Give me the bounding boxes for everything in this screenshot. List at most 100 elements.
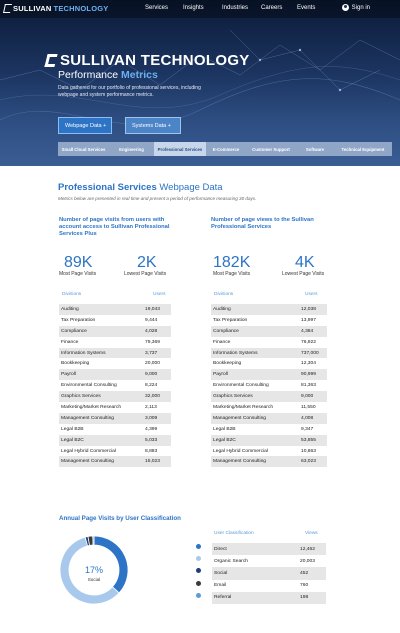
left-division-row-value: 20,000 [145, 361, 160, 367]
annual-classification-row-name: Email [214, 583, 227, 589]
left-division-row-name: Payroll [61, 372, 76, 378]
right-division-row: Bookkeeping 12,304 [211, 358, 327, 370]
annual-col-classification-header: User Classification [214, 531, 254, 536]
right-division-row-value: 13,997 [301, 317, 316, 323]
section-title: Professional Services Webpage Data [58, 182, 223, 193]
annual-classification-row: Social 452 [212, 567, 326, 580]
left-division-row-name: Environmental Consulting [61, 383, 117, 389]
left-column-heading: Number of page visits from users with ac… [59, 217, 170, 237]
right-division-row: Information Systems 737,000 [211, 347, 327, 359]
tab-engineering[interactable]: Engineering [119, 146, 144, 152]
right-division-row-value: 76,922 [301, 339, 316, 345]
left-division-row: Management Consulting 15,023 [59, 456, 171, 468]
left-division-row: Bookkeeping 20,000 [59, 358, 171, 370]
right-most-visits-value: 182K [213, 254, 251, 271]
annual-classification-row-value: 12,462 [300, 546, 315, 552]
donut-slice-referral [92, 535, 95, 546]
left-division-row-name: Compliance [61, 328, 87, 334]
legend-dot-icon [196, 580, 201, 586]
annual-classification-row: Direct 12,462 [212, 543, 326, 556]
systems-data-button[interactable]: Systems Data + [125, 117, 181, 134]
right-division-row-value: 11,550 [301, 404, 316, 410]
right-division-row-name: Compliance [213, 328, 239, 334]
right-division-row-name: Information Systems [213, 350, 258, 356]
nav-logo-text-a: SULLIVAN [13, 4, 52, 13]
right-division-row: Payroll 90,999 [211, 369, 327, 381]
left-division-row-value: 8,883 [145, 448, 158, 454]
legend-dot-icon [196, 592, 201, 598]
brand-logo: SULLIVAN TECHNOLOGY [44, 52, 250, 69]
left-division-row-name: Information Systems [61, 350, 106, 356]
sign-in-label: Sign in [351, 4, 370, 11]
right-division-row-value: 4,008 [301, 415, 314, 421]
right-division-row-name: Legal B2C [213, 437, 236, 443]
right-division-row: Legal Hybrid Commercial 10,863 [211, 445, 327, 457]
annual-classification-row-name: Referral [214, 595, 232, 601]
annual-donut-chart [59, 535, 129, 605]
right-column-heading: Number of page views to the Sullivan Pro… [211, 217, 314, 230]
right-division-row-name: Payroll [213, 372, 228, 378]
right-division-row: Auditing 12,038 [211, 304, 327, 315]
annual-classification-row-value: 452 [300, 570, 309, 576]
right-division-row: Finance 76,922 [211, 336, 327, 348]
annual-classification-row-value: 198 [300, 595, 309, 601]
nav-link-industries[interactable]: Industries [222, 5, 249, 11]
right-division-row-value: 53,855 [301, 437, 316, 443]
legend-dot-icon [196, 544, 201, 549]
left-division-row-name: Legal B2C [61, 437, 84, 443]
tab-technical-equipment[interactable]: Technical Equipment [341, 146, 385, 152]
right-division-row-name: Tax Preparation [213, 317, 248, 323]
right-division-row-value: 12,038 [301, 306, 316, 312]
annual-classification-row-name: Social [214, 570, 228, 576]
left-division-row: Information Systems 3,737 [59, 347, 171, 359]
annual-classification-row-name: Organic Search [214, 558, 248, 564]
left-division-row: Marketing/Market Research 2,113 [59, 402, 171, 413]
page-title-b: Metrics [121, 69, 158, 81]
webpage-data-button[interactable]: Webpage Data + [58, 117, 112, 134]
right-division-row: Legal B2C 53,855 [211, 434, 327, 446]
page-title: Performance Metrics [58, 69, 158, 81]
page-title-a: Performance [58, 69, 119, 81]
right-division-row: Environmental Consulting 81,363 [211, 380, 327, 392]
nav-link-services[interactable]: Services [145, 5, 169, 11]
nav-link-events[interactable]: Events [297, 5, 316, 11]
left-division-row-name: Legal Hybrid Commercial [61, 448, 116, 454]
tab-professional-services[interactable]: Professional Services [154, 142, 206, 156]
right-col-divisions-header: Divisions [214, 292, 234, 297]
right-division-row-value: 4,384 [301, 328, 314, 334]
left-division-row-value: 32,000 [145, 394, 160, 400]
annual-classification-row-value: 760 [300, 583, 309, 589]
right-division-row-name: Auditing [213, 306, 231, 312]
nav-link-careers[interactable]: Careers [261, 5, 283, 11]
left-most-visits-value: 89K [64, 254, 93, 271]
tab-customer-support[interactable]: Customer Support [252, 146, 290, 152]
section-subtitle: Metrics below are presented in real time… [58, 196, 257, 201]
left-division-row-name: Graphics Services [61, 394, 101, 400]
nav-logo[interactable]: SULLIVAN TECHNOLOGY [3, 4, 108, 13]
right-division-table: Auditing 12,038 Tax Preparation 13,997 Compl… [211, 304, 327, 468]
left-division-row-name: Tax Preparation [61, 317, 96, 323]
sign-in-button[interactable]: Sign in [341, 4, 370, 11]
right-division-row-name: Bookkeeping [213, 361, 242, 367]
donut-center-percent: 17% [84, 565, 103, 575]
left-col-divisions-header: Divisions [62, 292, 82, 297]
user-icon [341, 4, 349, 11]
right-division-row-name: Marketing/Market Research [213, 404, 274, 410]
annual-classification-row-value: 20,003 [300, 558, 315, 564]
left-division-row: Legal B2C 5,033 [59, 434, 171, 446]
tab-e-commerce[interactable]: E-Commerce [212, 146, 240, 152]
right-division-row-name: Environmental Consulting [213, 383, 269, 389]
tab-software[interactable]: Software [305, 146, 325, 152]
nav-link-insights[interactable]: Insights [183, 5, 204, 11]
right-division-row: Tax Preparation 13,997 [211, 314, 327, 326]
hero-banner: SULLIVAN TECHNOLOGY Services Insights In… [0, 0, 400, 166]
tab-small-cloud-services[interactable]: Small Cloud Services [61, 146, 106, 152]
left-lowest-visits-label: Lowest Page Visits [124, 271, 167, 277]
left-division-row: Tax Preparation 9,444 [59, 314, 171, 326]
left-division-row-value: 8,224 [145, 383, 158, 389]
left-division-row-name: Management Consulting [61, 459, 115, 465]
right-division-row-value: 12,304 [301, 361, 316, 367]
left-division-row-value: 9,000 [145, 372, 158, 378]
right-division-row-name: Management Consulting [213, 415, 267, 421]
right-most-visits-label: Most Page Visits [213, 271, 251, 277]
